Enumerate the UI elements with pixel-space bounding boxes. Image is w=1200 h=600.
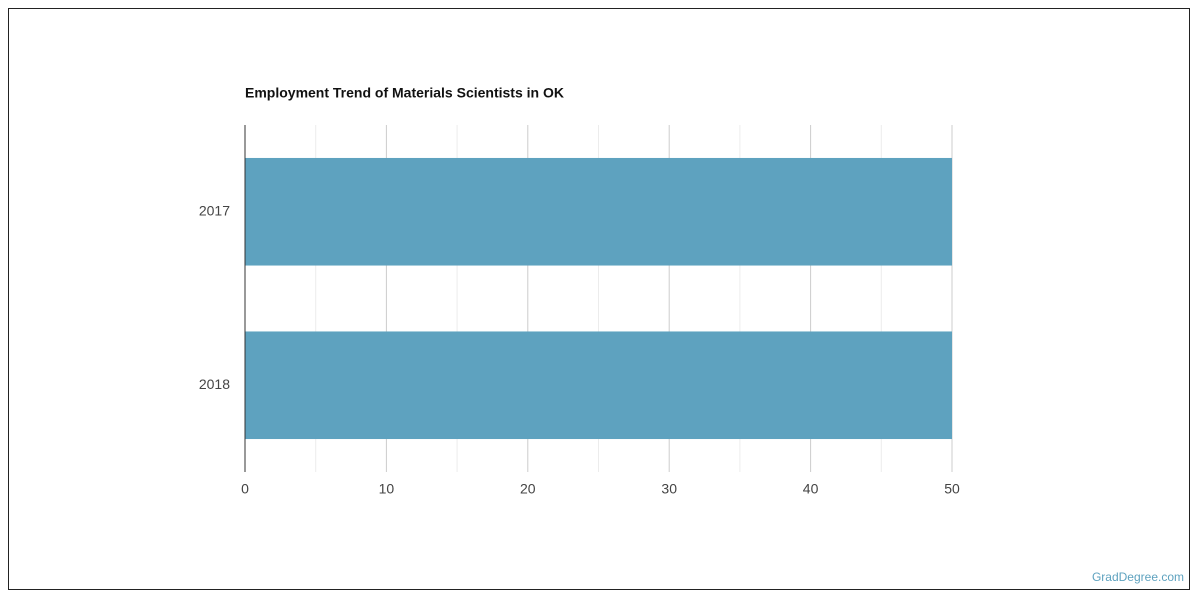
x-tick-label: 10 — [379, 481, 395, 497]
y-tick-label: 2018 — [199, 376, 230, 392]
chart-title: Employment Trend of Materials Scientists… — [245, 85, 564, 101]
x-tick-label: 20 — [520, 481, 536, 497]
watermark: GradDegree.com — [1092, 570, 1184, 584]
x-tick-label: 30 — [661, 481, 677, 497]
bar — [245, 157, 952, 266]
y-tick-label: 2017 — [199, 202, 230, 218]
x-tick-label: 40 — [803, 481, 819, 497]
x-tick-label: 50 — [944, 481, 960, 497]
x-tick-label: 0 — [241, 481, 249, 497]
bar — [245, 331, 952, 440]
